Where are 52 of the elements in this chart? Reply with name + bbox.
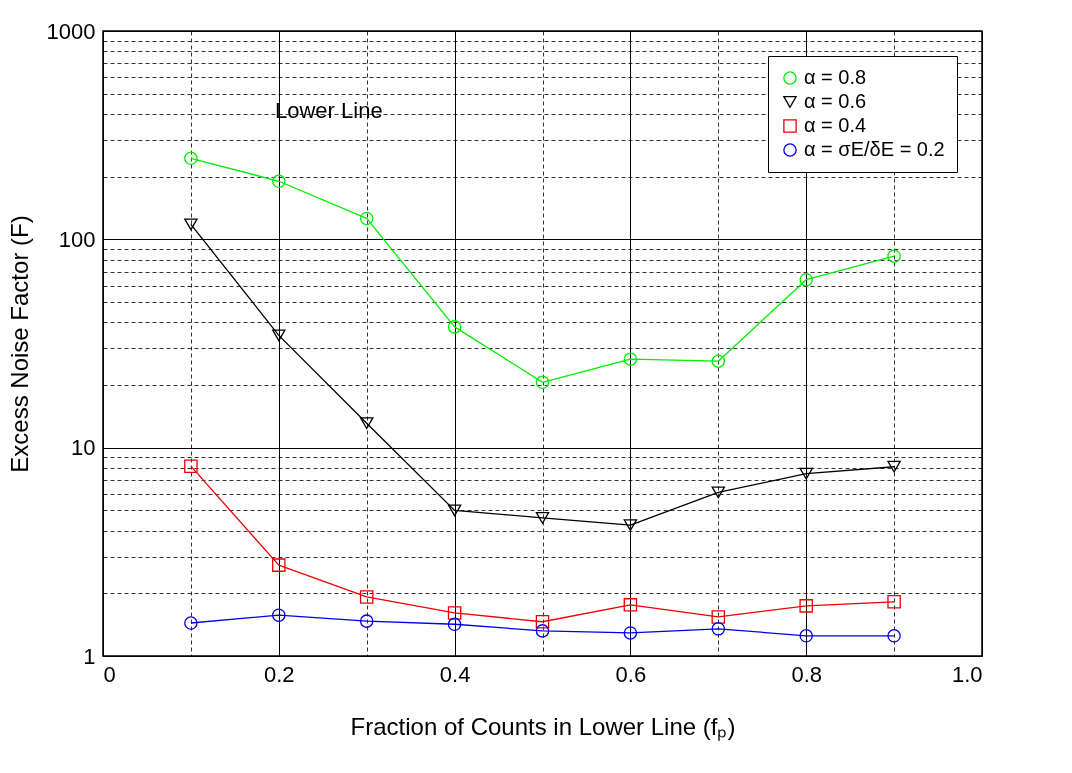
- x-tick-label: 0: [103, 661, 116, 687]
- point: [711, 622, 726, 636]
- point: [447, 617, 462, 632]
- point: [535, 624, 550, 638]
- point: [623, 519, 638, 532]
- point: [184, 459, 198, 473]
- point: [447, 504, 462, 517]
- point: [711, 486, 726, 499]
- point: [711, 354, 726, 368]
- point: [623, 598, 638, 612]
- point: [535, 375, 550, 390]
- point: [359, 590, 374, 604]
- point: [623, 626, 638, 640]
- point: [535, 614, 550, 629]
- point: [359, 614, 374, 628]
- point: [359, 417, 374, 430]
- point: [623, 352, 638, 366]
- y-tick-label: 10: [71, 435, 96, 461]
- point: [887, 460, 901, 473]
- point: [711, 610, 726, 624]
- point: [887, 249, 901, 263]
- x-tick-label: 0.4: [439, 661, 471, 687]
- point: [184, 616, 198, 630]
- point: [447, 606, 462, 620]
- point: [272, 174, 286, 189]
- point: [887, 595, 901, 609]
- y-tick-label: 1000: [46, 18, 96, 44]
- legend-label: α = 0.8: [804, 66, 867, 88]
- point: [535, 511, 550, 524]
- point: [799, 272, 813, 287]
- point: [887, 629, 901, 643]
- point: [799, 599, 813, 613]
- legend-label: α = 0.6: [804, 90, 867, 112]
- x-tick-label: 0.6: [615, 661, 647, 687]
- y-tick-label: 1: [83, 643, 96, 669]
- x-tick-label: 0.2: [264, 661, 295, 687]
- point: [272, 608, 286, 622]
- x-tick-label: 1.0: [951, 661, 983, 687]
- point: [447, 320, 462, 334]
- point: [799, 467, 813, 480]
- y-axis-title: Excess Noise Factor (F): [5, 215, 33, 473]
- point: [272, 329, 286, 342]
- legend-label: α = 0.4: [804, 114, 867, 136]
- point: [272, 558, 286, 572]
- x-axis-title: Fraction of Counts in Lower Line (fₚ): [350, 712, 736, 741]
- x-tick-label: 0.8: [791, 661, 822, 687]
- point: [184, 218, 198, 231]
- point: [799, 629, 813, 643]
- legend-label: α = σE/δE = 0.2: [804, 138, 945, 160]
- point: [184, 151, 198, 166]
- point: [359, 211, 374, 226]
- y-tick-label: 100: [58, 226, 96, 252]
